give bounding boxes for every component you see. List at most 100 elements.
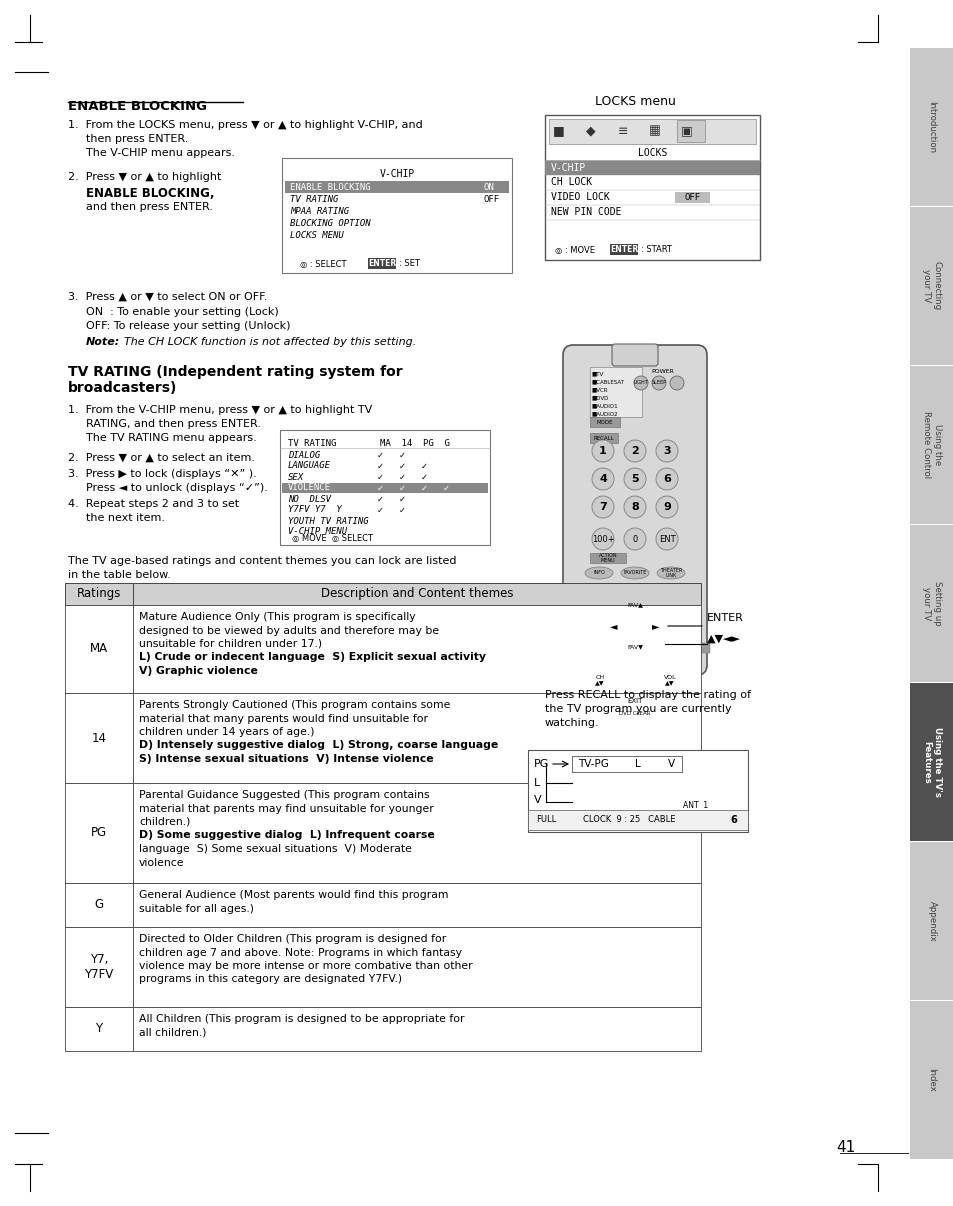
Text: ■AUDIO2: ■AUDIO2 [592,411,618,416]
Text: Connecting
your TV: Connecting your TV [922,262,941,310]
Text: 5: 5 [631,474,639,484]
Bar [548,119,755,144]
Bar [620,643,645,652]
Text: ■: ■ [553,124,564,137]
Circle shape [656,528,678,550]
Text: violence: violence [139,857,184,867]
Text: language  S) Some sexual situations  V) Moderate: language S) Some sexual situations V) Mo… [139,844,412,854]
Text: TV RATING: TV RATING [288,439,336,447]
Circle shape [634,376,647,390]
Bar [544,160,760,175]
Bar [280,431,490,545]
Bar [589,367,641,417]
Text: ✓: ✓ [398,473,405,481]
Text: ✓: ✓ [420,462,427,470]
Circle shape [656,496,678,519]
Text: ENT: ENT [658,534,675,544]
Bar [652,643,678,652]
Bar [909,842,953,1000]
Text: designed to be viewed by adults and therefore may be: designed to be viewed by adults and ther… [139,626,438,636]
Text: ✓: ✓ [398,505,405,515]
Text: 3.  Press ▶ to lock (displays “✕” ).: 3. Press ▶ to lock (displays “✕” ). [68,469,256,479]
Bar [65,783,132,883]
Text: ACTION
MENU: ACTION MENU [598,552,617,563]
Bar [909,1001,953,1159]
Text: Press ◄ to unlock (displays “✓”).: Press ◄ to unlock (displays “✓”). [86,482,268,493]
FancyBboxPatch shape [655,667,684,691]
Text: ENABLE BLOCKING: ENABLE BLOCKING [68,100,207,113]
Bar [282,158,512,273]
Text: ✓: ✓ [376,505,383,515]
Text: ◄: ◄ [610,621,618,631]
Text: ENABLE BLOCKING: ENABLE BLOCKING [290,182,370,192]
Bar [589,417,619,427]
Text: OFF: OFF [483,194,499,204]
Text: Parents Strongly Cautioned (This program contains some: Parents Strongly Cautioned (This program… [139,699,450,710]
Circle shape [623,440,645,462]
Bar [65,883,132,927]
Text: The TV RATING menu appears.: The TV RATING menu appears. [86,433,256,443]
Bar [544,115,760,260]
Bar [65,582,132,605]
FancyBboxPatch shape [612,344,658,365]
Text: General Audience (Most parents would find this program: General Audience (Most parents would fin… [139,890,448,900]
Bar [909,207,953,364]
Bar [132,883,700,927]
Text: Using the TV's
Features: Using the TV's Features [922,727,941,797]
Text: OFF: OFF [684,193,700,201]
Text: 14: 14 [91,732,107,744]
Circle shape [656,468,678,490]
Ellipse shape [620,567,648,579]
Text: Index: Index [926,1069,936,1091]
Text: Using the
Remote Control: Using the Remote Control [922,411,941,479]
Text: ON: ON [483,182,495,192]
Text: children.): children.) [139,816,191,827]
Text: children age 7 and above. Note: Programs in which fantasy: children age 7 and above. Note: Programs… [139,948,461,958]
Text: Y7,
Y7FV: Y7, Y7FV [84,953,113,980]
Text: DIALOG: DIALOG [288,451,320,459]
Text: ◎ : SELECT: ◎ : SELECT [299,259,346,269]
Text: ✓: ✓ [376,484,383,492]
Text: then press ENTER.: then press ENTER. [86,134,188,144]
Bar [684,643,709,652]
Bar [589,433,618,443]
Text: ✓: ✓ [420,484,427,492]
Bar [65,927,132,1007]
FancyBboxPatch shape [584,667,615,691]
Text: The TV age-based ratings and content themes you can lock are listed: The TV age-based ratings and content the… [68,556,456,566]
Text: programs in this category are designated Y7FV.): programs in this category are designated… [139,974,402,984]
Text: ◎ : MOVE: ◎ : MOVE [555,246,595,254]
Text: CH LOCK: CH LOCK [551,177,592,187]
Bar [609,244,638,254]
Text: EXIT: EXIT [627,698,642,704]
Text: 3.  Press ▲ or ▼ to select ON or OFF.: 3. Press ▲ or ▼ to select ON or OFF. [68,292,267,302]
Text: ►: ► [652,621,659,631]
Text: V: V [667,759,674,769]
Text: DVD CLEAR: DVD CLEAR [618,712,650,716]
Text: Introduction: Introduction [926,101,936,153]
Bar [132,693,700,783]
Text: NEW PIN CODE: NEW PIN CODE [551,207,620,217]
Bar [909,48,953,206]
Text: ≡: ≡ [618,124,628,137]
Text: 0: 0 [632,534,637,544]
Circle shape [592,440,614,462]
Text: G: G [94,898,104,912]
Text: ✓: ✓ [420,473,427,481]
Text: LOCKS MENU: LOCKS MENU [290,230,343,240]
Text: 100+: 100+ [591,534,614,544]
Text: ✓: ✓ [376,473,383,481]
Text: ▦: ▦ [648,124,660,137]
Text: FAV▲: FAV▲ [626,603,642,608]
Text: CLOCK  9 : 25   CABLE: CLOCK 9 : 25 CABLE [582,815,675,825]
Text: : START: : START [640,246,671,254]
Text: ■TV: ■TV [592,371,603,376]
Text: FAV▼: FAV▼ [626,644,642,650]
Text: unsuitable for children under 17.): unsuitable for children under 17.) [139,639,322,649]
Text: ✓: ✓ [376,462,383,470]
Circle shape [623,528,645,550]
Text: ▲▼◄►: ▲▼◄► [706,634,740,644]
Text: watching.: watching. [544,718,599,728]
Bar [132,783,700,883]
Bar [909,525,953,683]
